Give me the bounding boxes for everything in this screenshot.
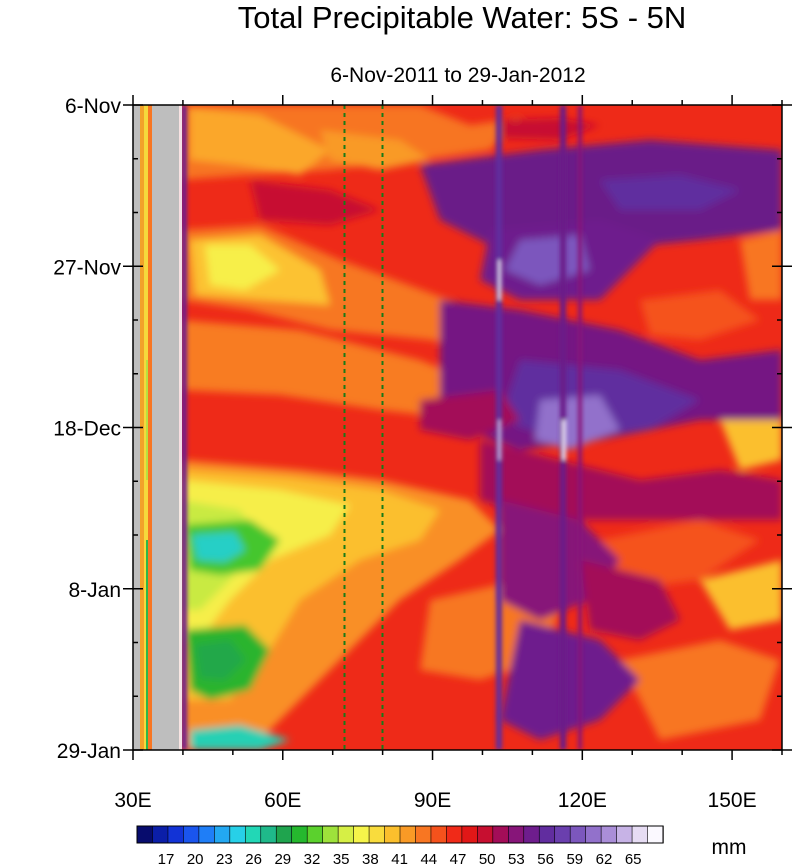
colorbar-swatch — [461, 825, 479, 844]
colorbar-swatch — [198, 825, 216, 844]
x-tick-label: 120E — [558, 789, 607, 812]
colorbar-swatch — [260, 825, 277, 844]
colorbar-label: 62 — [596, 851, 613, 867]
colorbar-swatch — [507, 825, 525, 844]
colorbar-swatch — [538, 825, 556, 844]
colorbar-label: 38 — [362, 851, 379, 867]
y-tick-label: 18-Dec — [53, 418, 121, 441]
colorbar-swatch — [585, 825, 602, 844]
colorbar-swatch — [244, 825, 262, 844]
y-tick-label: 6-Nov — [65, 95, 122, 118]
x-tick-label: 90E — [414, 789, 451, 812]
axis-ticks — [123, 95, 792, 760]
colorbar-swatch — [368, 825, 386, 844]
colorbar-label: 35 — [333, 851, 350, 867]
colorbar-swatch — [152, 825, 169, 844]
colorbar-swatch — [322, 825, 339, 844]
colorbar-swatch — [337, 825, 355, 844]
colorbar-label: 23 — [216, 851, 233, 867]
y-tick-label: 29-Jan — [57, 740, 121, 763]
colorbar-swatch — [275, 825, 293, 844]
colorbar-swatch — [136, 825, 154, 844]
y-tick-label: 8-Jan — [68, 579, 121, 602]
x-tick-label: 150E — [708, 789, 757, 812]
colorbar-label: 41 — [391, 851, 408, 867]
colorbar-swatch — [477, 825, 494, 844]
colorbar-label: 53 — [508, 851, 525, 867]
colorbar-swatch — [167, 825, 185, 844]
colorbar-swatch — [291, 825, 308, 844]
colorbar-label: 44 — [420, 851, 437, 867]
colorbar-label: 47 — [450, 851, 467, 867]
colorbar-label: 32 — [304, 851, 321, 867]
colorbar-unit: mm — [712, 836, 747, 859]
colorbar-swatch — [183, 825, 200, 844]
heatmap-field — [133, 105, 782, 750]
colorbar-swatch — [384, 825, 401, 844]
colorbar-frame — [136, 825, 664, 844]
colorbar-label: 50 — [479, 851, 496, 867]
colorbar: 17 20 23 26 29 32 35 38 41 44 47 50 53 56 59 62 65 — [136, 825, 664, 867]
colorbar-swatch — [492, 825, 509, 844]
colorbar-swatch — [446, 825, 463, 844]
colorbar-label: 26 — [245, 851, 262, 867]
colorbar-swatch — [554, 825, 571, 844]
colorbar-swatch — [523, 825, 540, 844]
y-axis-labels: 6-Nov 27-Nov 18-Dec 8-Jan 29-Jan — [53, 95, 121, 763]
x-tick-label: 60E — [264, 789, 301, 812]
colorbar-label: 59 — [566, 851, 583, 867]
x-axis-labels: 30E 60E 90E 120E 150E — [114, 789, 756, 812]
colorbar-swatch — [647, 825, 664, 844]
colorbar-swatch — [229, 825, 246, 844]
colorbar-swatch — [214, 825, 231, 844]
colorbar-swatch — [415, 825, 432, 844]
colorbar-label: 65 — [625, 851, 642, 867]
colorbar-label: 20 — [187, 851, 204, 867]
colorbar-swatch — [353, 825, 370, 844]
colorbar-label: 56 — [537, 851, 554, 867]
colorbar-label: 17 — [158, 851, 175, 867]
colorbar-label: 29 — [274, 851, 291, 867]
colorbar-swatch — [569, 825, 587, 844]
colorbar-swatch — [600, 825, 618, 844]
chart-title: Total Precipitable Water: 5S - 5N — [238, 0, 687, 35]
y-tick-label: 27-Nov — [53, 256, 121, 279]
colorbar-swatch — [631, 825, 649, 844]
chart-subtitle: 6-Nov-2011 to 29-Jan-2012 — [330, 64, 585, 87]
colorbar-swatch — [399, 825, 417, 844]
x-tick-label: 30E — [114, 789, 151, 812]
colorbar-swatch — [616, 825, 633, 844]
colorbar-swatch — [306, 825, 324, 844]
colorbar-swatch — [430, 825, 448, 844]
